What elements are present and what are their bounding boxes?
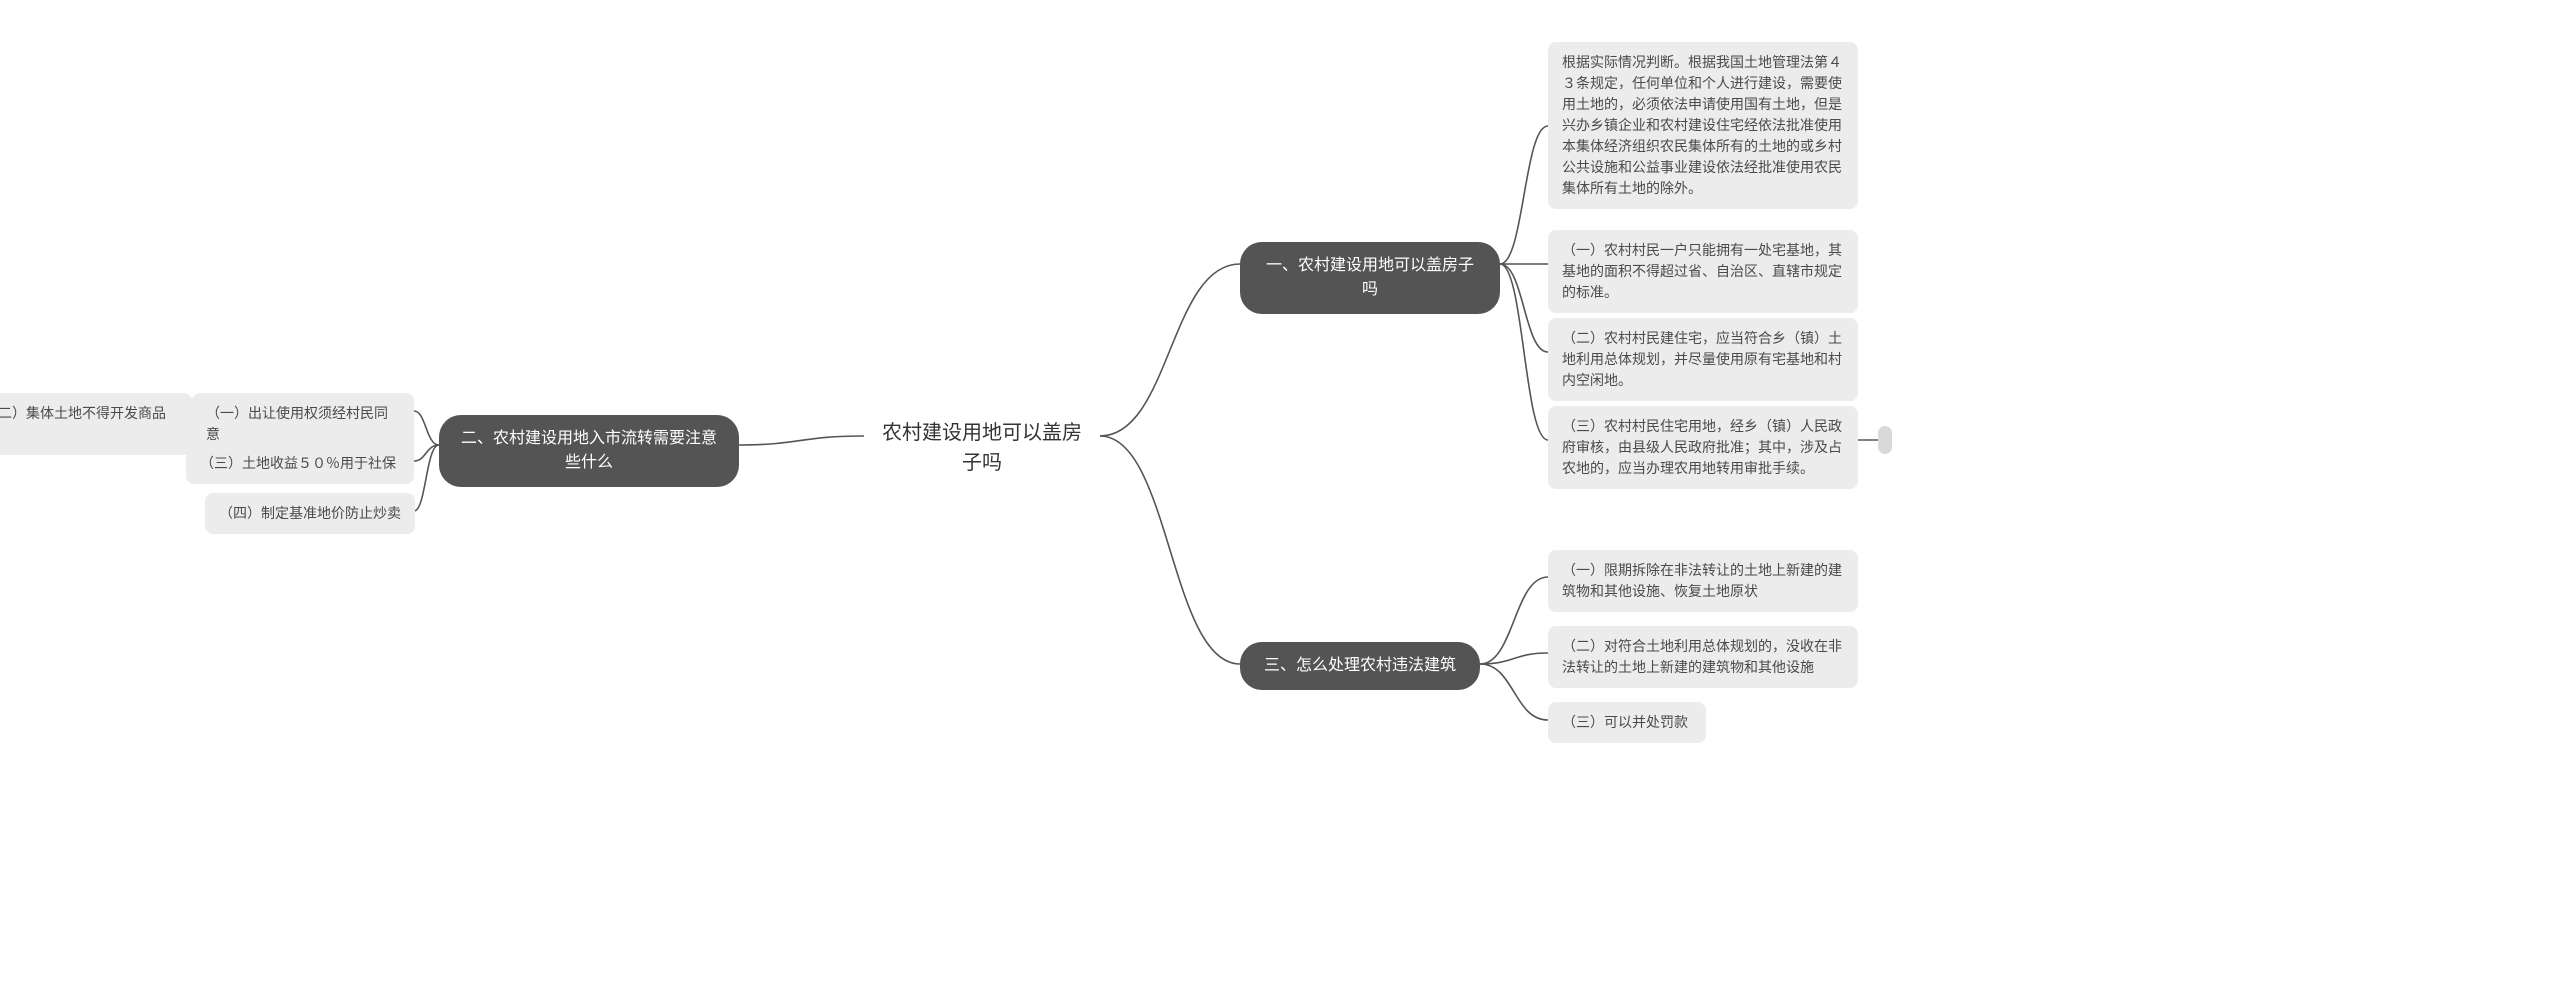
leaf-s1-b[interactable]: （一）农村村民一户只能拥有一处宅基地，其基地的面积不得超过省、自治区、直辖市规定…: [1548, 230, 1858, 313]
branch-section3[interactable]: 三、怎么处理农村违法建筑: [1240, 642, 1480, 690]
leaf-text: （二）对符合土地利用总体规划的，没收在非法转让的土地上新建的建筑物和其他设施: [1562, 638, 1842, 675]
root-text: 农村建设用地可以盖房子吗: [882, 422, 1082, 474]
leaf-s3-c[interactable]: （三）可以并处罚款: [1548, 702, 1706, 743]
leaf-text: （三）土地收益５０％用于社保: [200, 455, 396, 471]
collapse-handle[interactable]: [1878, 426, 1892, 454]
branch-label: 三、怎么处理农村违法建筑: [1264, 657, 1456, 674]
leaf-s1-a[interactable]: 根据实际情况判断。根据我国土地管理法第４３条规定，任何单位和个人进行建设，需要使…: [1548, 42, 1858, 209]
leaf-text: （一）限期拆除在非法转让的土地上新建的建筑物和其他设施、恢复土地原状: [1562, 562, 1842, 599]
leaf-s1-c[interactable]: （二）农村村民建住宅，应当符合乡（镇）土地利用总体规划，并尽量使用原有宅基地和村…: [1548, 318, 1858, 401]
branch-section1[interactable]: 一、农村建设用地可以盖房子吗: [1240, 242, 1500, 314]
leaf-s3-a[interactable]: （一）限期拆除在非法转让的土地上新建的建筑物和其他设施、恢复土地原状: [1548, 550, 1858, 612]
connector-layer: [0, 0, 2560, 981]
leaf-text: （二）农村村民建住宅，应当符合乡（镇）土地利用总体规划，并尽量使用原有宅基地和村…: [1562, 330, 1842, 388]
branch-label: 二、农村建设用地入市流转需要注意些什么: [461, 430, 717, 471]
branch-label: 一、农村建设用地可以盖房子吗: [1266, 257, 1474, 298]
leaf-text: （一）农村村民一户只能拥有一处宅基地，其基地的面积不得超过省、自治区、直辖市规定…: [1562, 242, 1842, 300]
leaf-text: （三）农村村民住宅用地，经乡（镇）人民政府审核，由县级人民政府批准；其中，涉及占…: [1562, 418, 1842, 476]
leaf-s2-c[interactable]: （三）土地收益５０％用于社保: [186, 443, 414, 484]
leaf-text: 根据实际情况判断。根据我国土地管理法第４３条规定，任何单位和个人进行建设，需要使…: [1562, 54, 1842, 196]
root-node[interactable]: 农村建设用地可以盖房子吗: [862, 408, 1102, 488]
branch-section2[interactable]: 二、农村建设用地入市流转需要注意些什么: [439, 415, 739, 487]
leaf-s2-d[interactable]: （四）制定基准地价防止炒卖: [205, 493, 415, 534]
leaf-text: （四）制定基准地价防止炒卖: [219, 505, 401, 521]
leaf-text: （三）可以并处罚款: [1562, 714, 1688, 730]
leaf-s1-d[interactable]: （三）农村村民住宅用地，经乡（镇）人民政府审核，由县级人民政府批准；其中，涉及占…: [1548, 406, 1858, 489]
leaf-text: （二）集体土地不得开发商品房: [0, 405, 166, 442]
leaf-s2-b[interactable]: （二）集体土地不得开发商品房: [0, 393, 192, 455]
leaf-text: （一）出让使用权须经村民同意: [206, 405, 388, 442]
leaf-s3-b[interactable]: （二）对符合土地利用总体规划的，没收在非法转让的土地上新建的建筑物和其他设施: [1548, 626, 1858, 688]
